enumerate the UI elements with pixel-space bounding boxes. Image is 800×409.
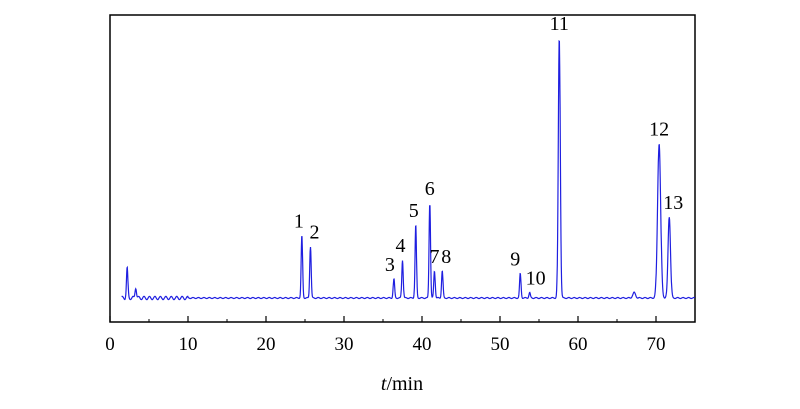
x-tick-label-0: 0 [105, 334, 115, 355]
x-tick-label-20: 20 [257, 334, 276, 355]
peak-label-8: 8 [441, 246, 451, 268]
x-axis-title: t/min [381, 373, 423, 395]
peak-label-6: 6 [425, 178, 435, 200]
x-tick-label-30: 30 [335, 334, 354, 355]
peak-label-13: 13 [663, 192, 683, 214]
peak-label-1: 1 [294, 211, 304, 233]
x-axis-title-variable: t [381, 373, 387, 395]
x-tick-label-70: 70 [647, 334, 666, 355]
peak-label-5: 5 [409, 200, 419, 222]
x-tick-label-60: 60 [569, 334, 588, 355]
peak-label-3: 3 [385, 254, 395, 276]
peak-label-11: 11 [550, 13, 569, 35]
peak-label-4: 4 [396, 235, 406, 257]
peak-label-7: 7 [429, 246, 439, 268]
x-tick-label-10: 10 [179, 334, 198, 355]
plot-frame [109, 14, 696, 323]
x-tick-label-50: 50 [491, 334, 510, 355]
peak-label-10: 10 [526, 268, 546, 290]
peak-label-9: 9 [510, 249, 520, 271]
chromatogram-trace [121, 39, 695, 301]
x-axis-title-unit: /min [386, 373, 423, 395]
peak-label-12: 12 [649, 119, 669, 141]
peak-label-2: 2 [309, 222, 319, 244]
x-axis-ticks: 0 10 20 30 40 50 60 70 [105, 316, 666, 355]
x-tick-label-40: 40 [413, 334, 432, 355]
